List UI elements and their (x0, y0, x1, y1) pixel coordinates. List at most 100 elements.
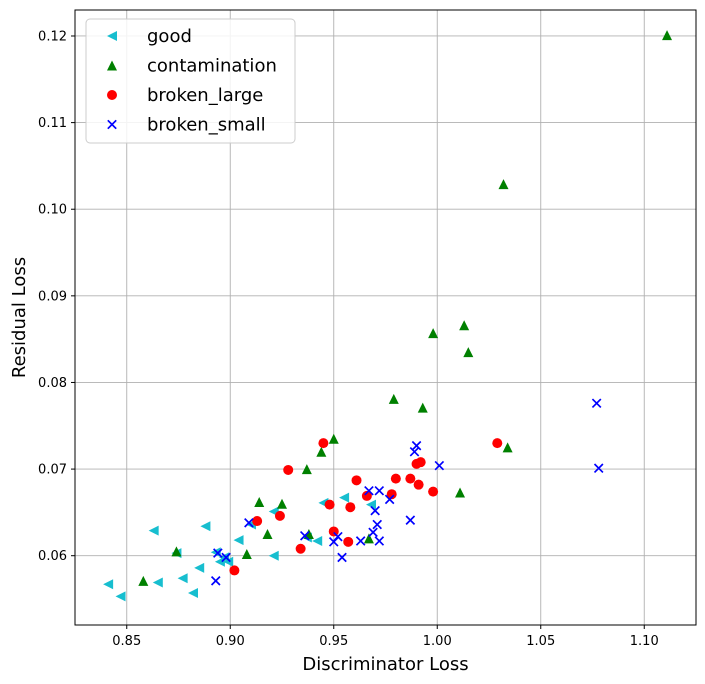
contamination-point (662, 30, 673, 41)
good-point (268, 550, 279, 561)
broken-large-point (413, 479, 424, 490)
y-tick-label: 0.11 (38, 116, 67, 131)
good-point (152, 577, 163, 588)
broken-small-point (210, 576, 221, 586)
broken-large-point (283, 464, 294, 475)
x-tick-label: 1.10 (630, 634, 659, 649)
broken-small-point (364, 485, 374, 496)
broken-large-point (343, 536, 354, 547)
broken-small-point (244, 517, 254, 528)
broken-large-point (428, 486, 439, 497)
y-tick-label: 0.08 (38, 376, 67, 391)
good-point (194, 562, 205, 573)
broken-small-point (374, 485, 385, 496)
broken-large-point (415, 457, 426, 468)
x-tick-label: 0.90 (216, 634, 245, 649)
contamination-point (138, 575, 149, 586)
broken-large-point (390, 473, 401, 484)
legend-label-good: good (147, 26, 192, 47)
x-tick-label: 1.05 (526, 634, 555, 649)
contamination-point (316, 446, 327, 457)
broken-small-point (405, 515, 416, 525)
contamination-point (277, 498, 287, 509)
broken-small-point (372, 519, 383, 530)
good-point (339, 492, 350, 503)
broken-small-point (409, 446, 420, 457)
contamination-point (428, 328, 439, 339)
broken-large-point (324, 499, 335, 510)
good-point (233, 535, 244, 546)
good-point (214, 556, 225, 567)
contamination-point (417, 402, 428, 413)
broken-large-point (386, 489, 397, 500)
broken-small-point (337, 552, 347, 563)
broken-large-point (492, 438, 503, 449)
good-point (177, 573, 188, 584)
y-tick-label: 0.06 (38, 549, 67, 564)
legend-marker-contamination (107, 60, 117, 71)
good-point (115, 591, 126, 602)
contamination-point (455, 487, 466, 498)
broken-large-point (351, 475, 362, 486)
contamination-point (171, 546, 182, 557)
broken-small-point (333, 531, 343, 542)
good-point (223, 556, 234, 567)
broken-large-point (229, 565, 240, 576)
y-tick-label: 0.07 (38, 463, 67, 478)
broken-large-point (405, 473, 416, 484)
contamination-point (254, 497, 265, 507)
contamination-point (388, 393, 399, 404)
good-point (219, 552, 230, 563)
contamination-point (502, 442, 513, 453)
y-tick-label: 0.09 (38, 289, 67, 304)
legend-label-broken-large: broken_large (147, 85, 263, 106)
broken-small-point (370, 505, 380, 516)
good-point (312, 535, 323, 546)
broken-large-point (295, 543, 306, 554)
broken-small-point (221, 552, 231, 563)
y-tick-label: 0.10 (38, 203, 67, 218)
contamination-point (262, 529, 273, 540)
broken-large-point (318, 438, 329, 449)
good-point (200, 521, 211, 532)
broken-small-point (591, 398, 602, 409)
broken-small-point (384, 494, 395, 505)
legend-marker-broken-small (107, 119, 117, 130)
broken-large-point (252, 516, 263, 527)
axis-ticks: 0.85 0.90 0.95 1.00 1.05 1.10 0.06 0.07 0.08 0.09… (38, 29, 659, 649)
broken-small-point (374, 536, 385, 546)
legend-marker-broken-large (107, 90, 117, 100)
plot-area-frame (74, 9, 697, 626)
contamination-point (498, 179, 509, 190)
good-point (366, 499, 377, 510)
x-tick-label: 1.00 (423, 634, 452, 649)
broken-small-point (434, 460, 445, 471)
x-tick-label: 0.95 (319, 634, 348, 649)
legend-marker-good (107, 31, 117, 41)
good-point (210, 547, 221, 558)
broken-small-point (411, 440, 422, 451)
legend-label-contamination: contamination (147, 56, 277, 77)
grid-lines (75, 10, 696, 625)
good-point (148, 525, 159, 536)
contamination-point (363, 533, 374, 544)
broken-large-point (274, 510, 285, 521)
good-point (103, 579, 114, 590)
contamination-point (459, 320, 470, 331)
x-tick-label: 0.85 (112, 634, 141, 649)
legend-box (85, 18, 296, 144)
data-points (103, 30, 673, 602)
broken-small-point (213, 548, 223, 558)
broken-small-point (368, 527, 378, 538)
good-point (187, 587, 198, 598)
broken-large-point (345, 502, 356, 513)
broken-large-point (361, 490, 372, 501)
broken-small-point (355, 536, 366, 546)
contamination-point (463, 347, 474, 358)
legend: good contamination broken_large broken_smal… (85, 18, 296, 144)
contamination-point (241, 548, 252, 559)
y-axis-label: Residual Loss (9, 257, 30, 378)
legend-label-broken-small: broken_small (147, 115, 266, 136)
contamination-point (328, 433, 339, 444)
